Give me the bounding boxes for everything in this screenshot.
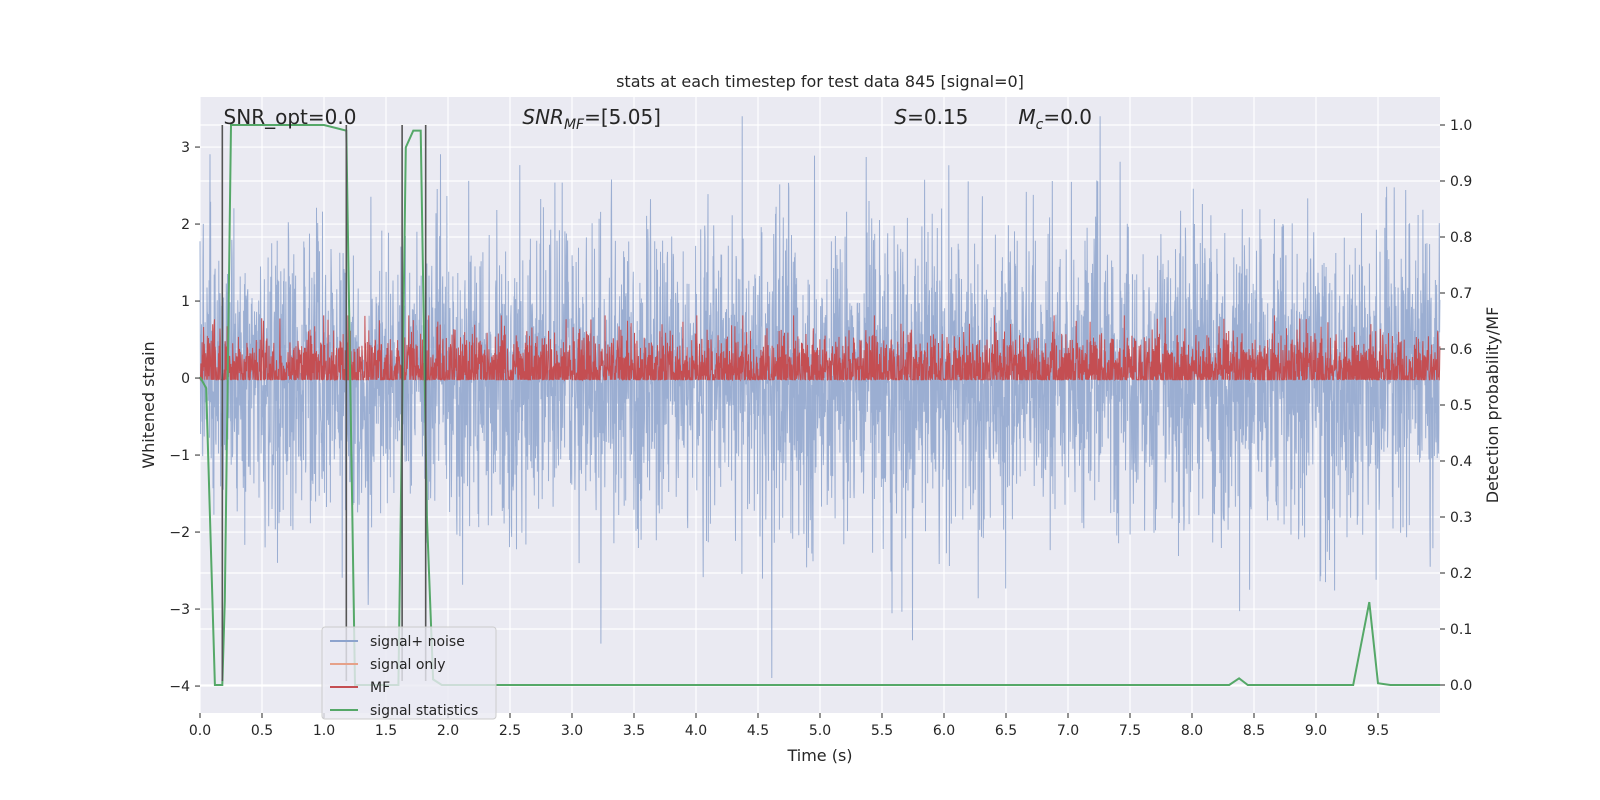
legend-entry: MF xyxy=(370,680,390,696)
right-axis: 0.0 0.1 0.2 0.3 0.4 0.5 0.6 0.7 0.8 0.9 1.0 xyxy=(1440,118,1472,694)
annotation: Mc=0.0 xyxy=(1018,105,1092,133)
y-tick-label: 1 xyxy=(181,294,190,310)
x-axis-label: Time (s) xyxy=(786,746,852,765)
x-tick-label: 2.0 xyxy=(437,723,459,739)
y2-tick-label: 0.4 xyxy=(1450,454,1472,470)
y2-tick-label: 0.8 xyxy=(1450,230,1472,246)
x-tick-label: 9.0 xyxy=(1305,723,1327,739)
x-tick-label: 1.0 xyxy=(313,723,335,739)
legend-entry: signal statistics xyxy=(370,703,478,719)
series-signal-statistics xyxy=(199,124,1440,686)
x-tick-label: 1.5 xyxy=(375,723,397,739)
annotation: SNRMF=[5.05] xyxy=(522,105,661,133)
legend-entry: signal+ noise xyxy=(370,634,465,650)
y-axis-label: Whitened strain xyxy=(139,341,158,468)
x-tick-label: 6.5 xyxy=(995,723,1017,739)
x-tick-label: 4.5 xyxy=(747,723,769,739)
x-tick-label: 5.0 xyxy=(809,723,831,739)
x-tick-label: 5.5 xyxy=(871,723,893,739)
annotations: SNR_opt=0.0 SNRMF=[5.05] S=0.15 Mc=0.0 xyxy=(224,105,1092,133)
x-tick-label: 9.5 xyxy=(1367,723,1389,739)
mf-line xyxy=(199,315,1441,382)
y-tick-label: 0 xyxy=(181,371,190,387)
y2-tick-label: 0.6 xyxy=(1450,342,1472,358)
annotation: S=0.15 xyxy=(894,105,968,129)
x-tick-label: 8.0 xyxy=(1181,723,1203,739)
y2-tick-label: 0.0 xyxy=(1450,678,1472,694)
y2-tick-label: 0.7 xyxy=(1450,286,1472,302)
y2-axis-label: Detection probability/MF xyxy=(1483,307,1502,504)
chart-title: stats at each timestep for test data 845… xyxy=(616,72,1024,91)
x-tick-label: 2.5 xyxy=(499,723,521,739)
y-tick-label: −2 xyxy=(169,525,190,541)
y2-tick-label: 0.3 xyxy=(1450,510,1472,526)
left-axis: −4 −3 −2 −1 0 1 2 3 xyxy=(169,140,200,695)
legend: signal+ noise signal only MF signal statist… xyxy=(321,626,497,720)
y2-tick-label: 0.5 xyxy=(1450,398,1472,414)
legend-entry: signal only xyxy=(370,657,445,673)
signal-statistics-line xyxy=(199,124,1440,686)
x-tick-label: 0.5 xyxy=(251,723,273,739)
y-tick-label: 3 xyxy=(181,140,190,156)
x-tick-label: 6.0 xyxy=(933,723,955,739)
series-mf xyxy=(199,315,1441,382)
x-tick-label: 3.5 xyxy=(623,723,645,739)
y2-tick-label: 1.0 xyxy=(1450,118,1472,134)
x-tick-label: 7.5 xyxy=(1119,723,1141,739)
annotation: SNR_opt=0.0 xyxy=(224,105,357,129)
y2-tick-label: 0.1 xyxy=(1450,622,1472,638)
y-tick-label: −3 xyxy=(169,602,190,618)
x-axis: 0.0 0.5 1.0 1.5 2.0 2.5 3.0 3.5 4.0 4.5 5.0 5.5 6.0 6… xyxy=(189,713,1389,739)
y2-tick-label: 0.2 xyxy=(1450,566,1472,582)
x-tick-label: 0.0 xyxy=(189,723,211,739)
x-tick-label: 7.0 xyxy=(1057,723,1079,739)
x-tick-label: 3.0 xyxy=(561,723,583,739)
x-tick-label: 8.5 xyxy=(1243,723,1265,739)
y-tick-label: 2 xyxy=(181,217,190,233)
y-tick-label: −4 xyxy=(169,679,190,695)
x-tick-label: 4.0 xyxy=(685,723,707,739)
y2-tick-label: 0.9 xyxy=(1450,174,1472,190)
legend-box xyxy=(321,626,497,720)
y-tick-label: −1 xyxy=(169,448,190,464)
series-layer xyxy=(199,116,1441,686)
